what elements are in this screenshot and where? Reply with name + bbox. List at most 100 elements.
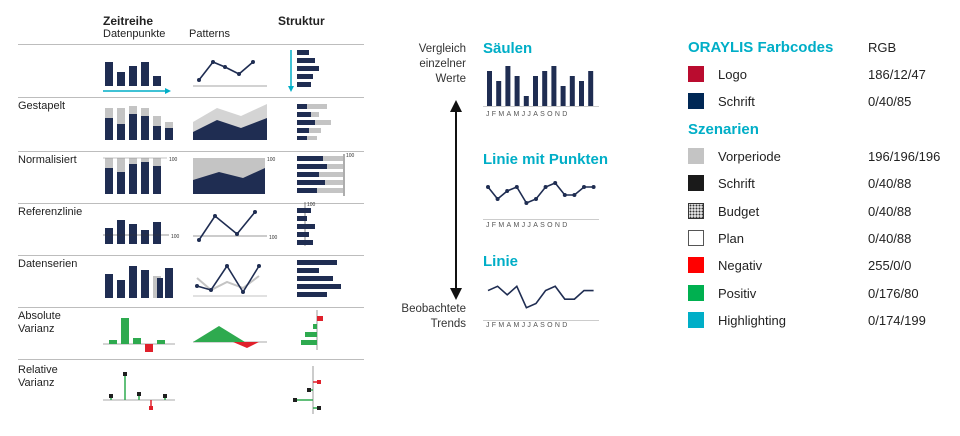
mini-hbar [297,74,313,79]
mini-stacked-area [193,104,267,140]
point-A-3 [514,185,519,189]
legend-value-schrift: 0/40/88 [868,176,912,191]
mini-point [211,60,215,64]
chart-title-linie: Linie [483,253,519,270]
point-J-6 [543,185,548,189]
mini-hbar [297,82,311,87]
mini-stacked-hbars [297,104,331,140]
point-M-2 [505,189,510,193]
mini-stacked-bars [105,106,173,140]
table-rule [18,97,364,98]
chart-linie [483,284,599,321]
mini-point [223,65,227,69]
legend-label-negativ: Negativ [718,258,763,273]
swatch-positiv [688,285,704,301]
point-A-7 [553,181,558,185]
swatch-negativ [688,257,704,273]
point-O-9 [572,193,577,197]
legend-label-schrift: Schrift [718,94,755,109]
mini-abs-variance-bars [103,318,175,352]
bar-N-10 [579,81,584,106]
month-labels-linie-mit-punkten: JFMAMJJASOND [486,222,570,229]
legend-label-vorperiode: Vorperiode [718,149,781,164]
legend-rgb-header: RGB [868,40,897,55]
table-rule [18,151,364,152]
bar-M-2 [505,66,511,106]
legend-label-schrift: Schrift [718,176,755,191]
bar-O-9 [569,76,575,106]
row-label-absolute-varianz: Absolute Varianz [18,310,61,335]
time-arrow-head [165,88,171,94]
header-zeitreihe: Zeitreihe [103,14,154,28]
value-label-100: 100 [267,157,276,163]
value-label-100: 100 [171,234,180,240]
legend-value-highlighting: 0/174/199 [868,313,926,328]
table-rule [18,359,364,360]
swatch-plan [688,230,704,246]
mini-bar [117,72,125,86]
legend-value-budget: 0/40/88 [868,204,912,219]
mini-reference-hbars: 100 [297,202,316,246]
legend-value-vorperiode: 196/196/196 [868,149,941,164]
chart-linie-mit-punkten [483,181,599,220]
header-struktur: Struktur [278,14,325,28]
mini-bar [129,66,137,86]
swatch-highlighting [688,312,704,328]
mini-chart-matrix: 100 100 100 100 [103,50,355,414]
row-label-referenzlinie: Referenzlinie [18,206,83,218]
legend-section-szenarien: Szenarien [688,121,759,138]
bar-S-8 [560,86,566,106]
legend-label-logo: Logo [718,67,747,82]
point-M-4 [524,201,529,205]
mini-line-patterns [193,60,267,87]
row-label-normalisiert: Normalisiert [18,154,77,166]
mini-bar [105,62,113,86]
swatch-logo [688,66,704,82]
mini-series-lines [193,264,267,297]
mini-bar [141,62,149,86]
table-rule [18,203,364,204]
mini-hbar [297,66,319,71]
legend-value-negativ: 255/0/0 [868,258,912,273]
mini-bars-datenpunkte [103,62,171,94]
bar-J-5 [533,76,538,106]
mini-normalized-bars: 100 [103,157,178,194]
legend-value-schrift: 0/40/85 [868,94,912,109]
bar-M-4 [523,96,529,106]
mini-abs-variance-area [193,326,267,348]
mini-rel-variance-pins [103,372,175,410]
swatch-schrift [688,175,704,191]
header-datenpunkte: Datenpunkte [103,28,166,40]
label-beobachtete-trends: Beobachtete Trends [401,303,466,330]
point-D-11 [591,185,596,189]
table-rule [18,44,364,45]
bar-A-3 [514,76,520,106]
legend-value-plan: 0/40/88 [868,231,912,246]
double-arrow-icon [450,100,462,300]
swatch-vorperiode [688,148,704,164]
value-label-100: 100 [307,202,316,208]
mini-point [197,78,201,82]
label-vergleich-werte: Vergleich einzelner Werte [418,43,466,85]
chart-title-saeulen: Säulen [483,40,533,57]
series-line [487,284,594,309]
value-label-100: 100 [346,153,355,159]
series-line [487,182,594,205]
table-rule [18,307,364,308]
table-rule [18,255,364,256]
row-label-relative-varianz: Relative Varianz [18,364,58,389]
bar-F-1 [496,81,502,106]
point-S-8 [562,193,567,197]
legend-value-positiv: 0/176/80 [868,286,919,301]
value-label-100: 100 [269,235,278,241]
point-F-1 [495,197,500,201]
chart-saeulen [483,66,599,107]
legend-label-positiv: Positiv [718,286,757,301]
mini-normalized-hbars: 100 [297,153,355,196]
mini-series-hbars [297,260,341,297]
mini-series-bars [105,266,173,298]
point-J-5 [534,197,538,201]
mini-point [237,72,241,76]
header-patterns: Patterns [189,28,230,40]
point-J-0 [486,185,490,189]
